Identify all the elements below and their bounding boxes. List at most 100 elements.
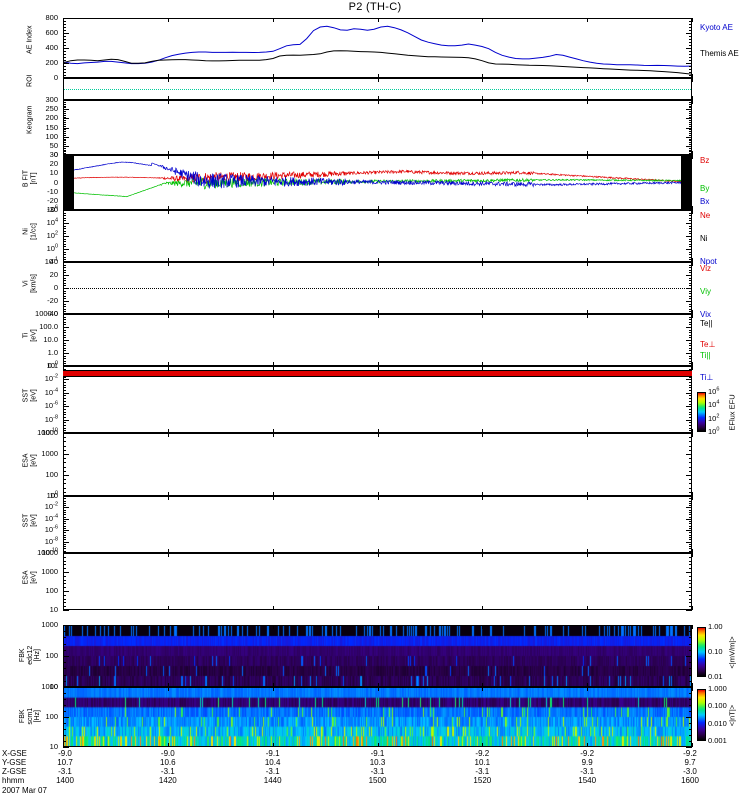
tick-mark-minor (63, 72, 66, 73)
axis-value-x_gse-5: -9.2 (580, 749, 595, 758)
tick-mark-minor (63, 681, 66, 682)
legend-ae-index-1: Themis AE (700, 49, 739, 58)
tick-mark (686, 137, 692, 138)
tick-mark-minor (63, 510, 66, 511)
x-tick (273, 549, 274, 553)
x-tick (273, 18, 274, 22)
tick-mark-minor (63, 254, 66, 255)
tick-mark (686, 128, 692, 129)
tick-mark-minor (63, 267, 66, 268)
tick-mark (63, 48, 69, 49)
tick-mark-minor (689, 311, 692, 312)
tick-mark-minor (63, 557, 66, 558)
axis-value-hhmm-0: 1400 (56, 776, 74, 785)
tick-mark (686, 379, 692, 380)
x-tick (587, 155, 588, 159)
tick-mark (686, 625, 692, 626)
tick-mark-minor (689, 107, 692, 108)
tick-mark-minor (689, 335, 692, 336)
tick-mark-minor (689, 126, 692, 127)
tick-mark (63, 353, 69, 354)
tick-mark-minor (689, 409, 692, 410)
tick-mark-minor (689, 265, 692, 266)
colorbar-eflux-tick-2: 104 (708, 399, 720, 410)
b-fit-edge-block-0 (64, 156, 74, 209)
axis-value-hhmm-3: 1500 (368, 776, 387, 785)
y-tick-ti-1: 1.0 (47, 348, 58, 357)
x-tick (587, 78, 588, 82)
tick-mark-minor (689, 650, 692, 651)
tick-mark-minor (689, 382, 692, 383)
legend-ni-0: Ne (700, 211, 711, 220)
tick-mark-minor (689, 551, 692, 552)
tick-mark-minor (689, 272, 692, 273)
colorbar-fbk-edc12-label: <|mV/m|> (727, 636, 737, 669)
tick-mark (686, 236, 692, 237)
colorbar-fbk-scm1-tick-1: 0.010 (708, 718, 727, 728)
legend-vi-1: Viy (700, 287, 711, 296)
tick-mark-minor (63, 390, 66, 391)
x-tick (63, 683, 64, 687)
x-tick (587, 210, 588, 214)
y-tick-sst-eflux-spectrogram-0: 10-10 (41, 427, 58, 437)
x-tick (378, 492, 379, 496)
tick-mark-minor (689, 583, 692, 584)
tick-mark-minor (689, 54, 692, 55)
tick-mark (63, 454, 69, 455)
tick-mark-minor (689, 693, 692, 694)
tick-mark-minor (689, 244, 692, 245)
tick-mark-minor (63, 126, 66, 127)
tick-mark (686, 420, 692, 421)
x-tick (378, 366, 379, 370)
tick-mark-minor (689, 602, 692, 603)
tick-mark-minor (63, 587, 66, 588)
axis-value-x_gse-3: -9.1 (370, 749, 385, 758)
tick-mark (63, 687, 69, 688)
tick-mark (63, 393, 69, 394)
x-tick (168, 18, 169, 22)
tick-mark-minor (63, 548, 66, 549)
x-tick (168, 496, 169, 500)
y-tick-b-fit-5: 20 (49, 159, 58, 169)
tick-mark (63, 109, 69, 110)
tick-mark (63, 530, 69, 531)
tick-mark-minor (63, 564, 66, 565)
tick-mark-minor (689, 57, 692, 58)
axis-value-y_gse-2: 10.4 (264, 758, 281, 767)
tick-mark-minor (63, 220, 66, 221)
tick-mark-minor (63, 428, 66, 429)
x-tick (63, 96, 64, 100)
tick-mark-minor (689, 324, 692, 325)
y-tick-ae-index-4: 800 (45, 13, 58, 22)
ti-saturated-band (63, 370, 692, 377)
x-tick (168, 625, 169, 629)
tick-mark (63, 406, 69, 407)
tick-mark-minor (689, 741, 692, 742)
tick-mark-minor (689, 417, 692, 418)
tick-mark-minor (63, 404, 66, 405)
x-tick (378, 683, 379, 687)
x-tick (168, 492, 169, 496)
y-tick-ti-3: 100.0 (39, 322, 58, 331)
tick-mark-minor (689, 228, 692, 229)
tick-mark-minor (63, 430, 66, 431)
x-tick (63, 262, 64, 266)
tick-mark-minor (689, 298, 692, 299)
y-tick-vi-3: 20 (49, 270, 58, 279)
x-tick (482, 433, 483, 437)
x-tick (692, 429, 693, 433)
x-tick (273, 606, 274, 610)
tick-mark-minor (63, 21, 66, 22)
tick-mark (686, 223, 692, 224)
tick-mark (63, 496, 69, 497)
x-tick (482, 606, 483, 610)
tick-mark-minor (689, 233, 692, 234)
tick-mark-minor (63, 395, 66, 396)
tick-mark-minor (63, 358, 66, 359)
legend-ti-1: Te⊥ (700, 340, 716, 349)
x-tick (587, 366, 588, 370)
tick-mark-minor (689, 430, 692, 431)
tick-mark-minor (63, 298, 66, 299)
x-tick (482, 96, 483, 100)
tick-mark-minor (689, 296, 692, 297)
